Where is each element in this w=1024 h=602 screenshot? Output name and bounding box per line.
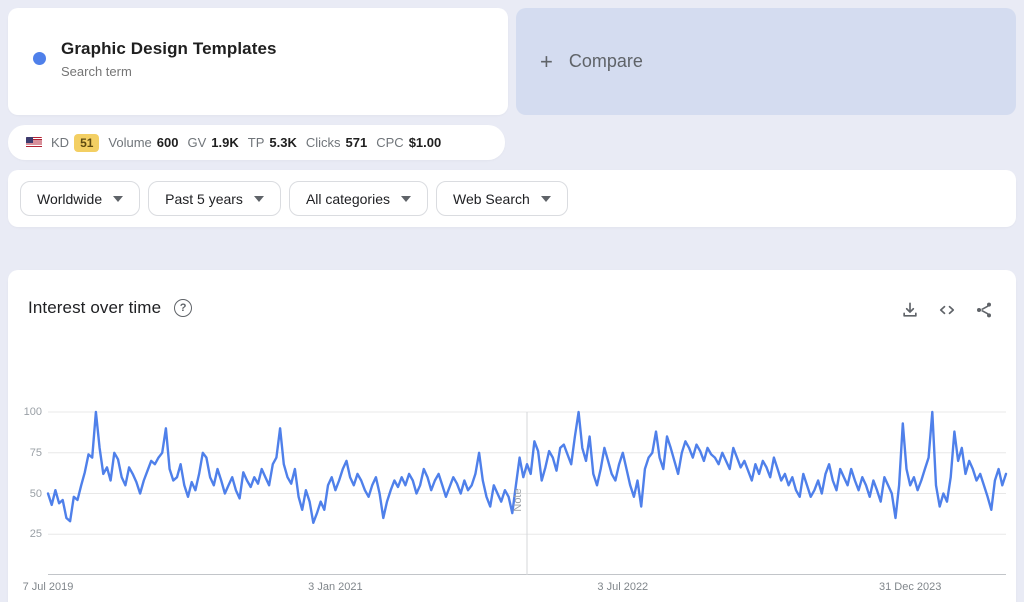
share-icon[interactable]: [974, 300, 994, 320]
chevron-down-icon: [253, 195, 264, 202]
region-filter-label: Worldwide: [37, 190, 103, 207]
x-axis-tick-label: 7 Jul 2019: [22, 581, 74, 593]
keyword-metrics-bar: KD 51 Volume 600 GV 1.9K TP 5.3K Clicks …: [8, 125, 505, 160]
embed-code-icon[interactable]: [937, 300, 957, 320]
interest-over-time-card: Interest over time ?: [8, 270, 1016, 602]
category-filter-dropdown[interactable]: All categories: [288, 181, 428, 216]
note-annotation-label[interactable]: Note: [512, 488, 524, 512]
chevron-down-icon: [113, 195, 124, 202]
interest-over-time-chart[interactable]: 25 50 75 100 7 Jul 2019 3 Jan 2021 3 Jul 2022 3…: [8, 406, 1016, 602]
search-term-subtitle: Search term: [61, 63, 132, 79]
time-filter-label: Past 5 years: [165, 190, 243, 207]
search-type-filter-label: Web Search: [452, 190, 530, 207]
region-filter-dropdown[interactable]: Worldwide: [20, 181, 141, 216]
y-axis-tick-label: 100: [23, 406, 42, 418]
metric-volume: Volume 600: [108, 135, 179, 150]
trend-line-svg: [46, 410, 1008, 575]
x-axis-tick-label: 31 Dec 2023: [878, 581, 942, 593]
compare-button[interactable]: + Compare: [516, 8, 1016, 115]
x-axis-tick-label: 3 Jan 2021: [308, 581, 363, 593]
search-term-text: Graphic Design Templates Search term: [61, 39, 277, 79]
y-axis-tick-label: 50: [29, 487, 42, 500]
x-axis-tick-label: 3 Jul 2022: [597, 581, 649, 593]
section-title: Interest over time: [28, 298, 162, 317]
category-filter-label: All categories: [305, 190, 390, 207]
metric-clicks: Clicks 571: [305, 135, 368, 150]
search-term-title: Graphic Design Templates: [61, 38, 277, 58]
y-axis-tick-label: 75: [29, 446, 42, 459]
metric-gv: GV 1.9K: [187, 135, 239, 150]
chevron-down-icon: [400, 195, 411, 202]
metric-tp: TP 5.3K: [247, 135, 297, 150]
help-icon[interactable]: ?: [174, 299, 193, 317]
y-axis-tick-label: 25: [29, 528, 42, 541]
search-term-card[interactable]: Graphic Design Templates Search term: [8, 8, 508, 115]
kd-score-badge: 51: [74, 133, 100, 152]
chevron-down-icon: [540, 195, 551, 202]
chart-plot-area[interactable]: [46, 410, 1008, 575]
download-icon[interactable]: [900, 300, 920, 320]
search-type-filter-dropdown[interactable]: Web Search: [435, 181, 568, 216]
us-flag-icon: [26, 137, 42, 148]
metric-cpc: CPC $1.00: [376, 135, 442, 150]
time-filter-dropdown[interactable]: Past 5 years: [148, 181, 281, 216]
search-terms-row: Graphic Design Templates Search term + C…: [8, 8, 1016, 115]
filter-bar: Worldwide Past 5 years All categories We…: [8, 170, 1016, 227]
plus-icon: +: [540, 48, 553, 74]
compare-label: Compare: [568, 51, 643, 71]
series-color-dot-icon: [33, 52, 46, 65]
chart-header: Interest over time ?: [8, 270, 1016, 330]
metric-kd: KD 51: [51, 133, 100, 152]
